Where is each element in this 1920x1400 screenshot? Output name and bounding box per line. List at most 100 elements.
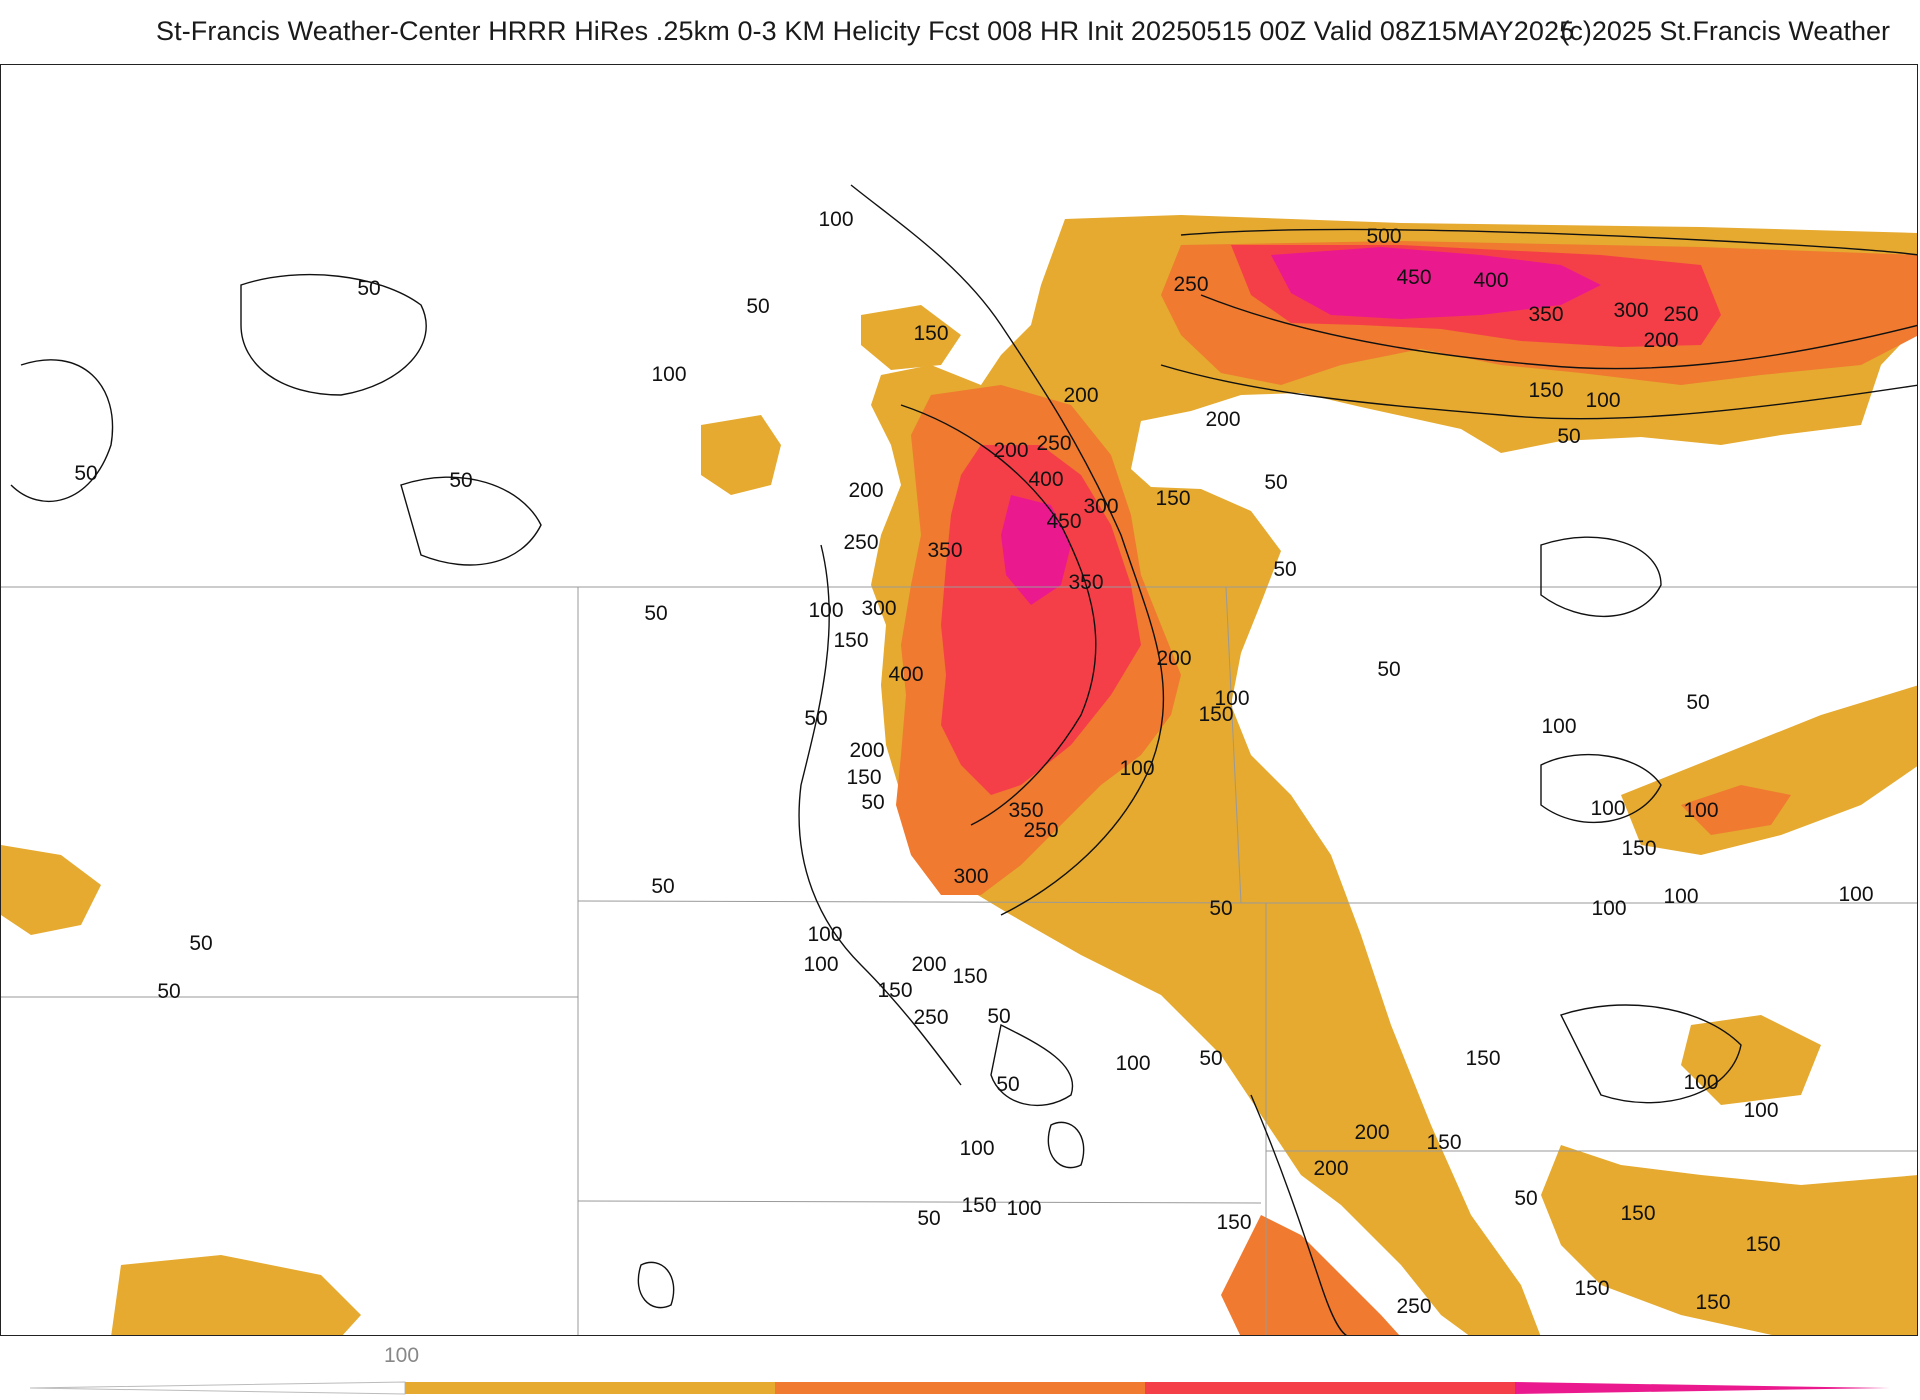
contour-value-label: 150 (1465, 1047, 1500, 1070)
contour-value-label: 200 (849, 739, 884, 762)
contour-value-label: 50 (651, 875, 674, 898)
legend-arrow-low (29, 1381, 406, 1395)
contour-value-label: 250 (913, 1006, 948, 1029)
legend-tick-label: 100 (384, 1344, 420, 1367)
contour-value-label: 350 (1528, 303, 1563, 326)
contour-value-label: 100 (803, 953, 838, 976)
helicity-band-100-southwest (111, 1255, 361, 1335)
contour-value-label: 100 (1590, 797, 1625, 820)
state-boundary (1225, 586, 1242, 904)
helicity-band-100-kansas (1271, 1005, 1361, 1105)
contour-value-label: 100 (818, 208, 853, 231)
contour-value-label: 50 (1273, 558, 1296, 581)
contour-value-label: 150 (961, 1194, 996, 1217)
helicity-contour (990, 1023, 1074, 1107)
contour-value-label: 100 (1591, 897, 1626, 920)
contour-value-label: 150 (1574, 1277, 1609, 1300)
title-bar: St-Francis Weather-Center HRRR HiRes .25… (0, 0, 1920, 64)
contour-value-label: 200 (1354, 1121, 1389, 1144)
contour-value-label: 200 (1205, 408, 1240, 431)
contour-value-label: 150 (833, 629, 868, 652)
contour-value-label: 100 (1683, 1071, 1718, 1094)
contour-value-label: 250 (1663, 303, 1698, 326)
helicity-contour (1160, 364, 1917, 420)
contour-value-label: 150 (1621, 837, 1656, 860)
contour-value-label: 150 (846, 766, 881, 789)
contour-value-label: 50 (74, 462, 97, 485)
helicity-contour (1200, 294, 1917, 370)
boundary-layer (1, 586, 1917, 1335)
contour-value-label: 100 (1214, 687, 1249, 710)
helicity-contour (1250, 1094, 1348, 1335)
contour-value-label: 400 (888, 663, 923, 686)
helicity-band-400-central (1001, 495, 1071, 605)
helicity-band-100-east (1621, 685, 1917, 855)
legend-arrow-high (1515, 1382, 1890, 1394)
contour-value-label: 50 (917, 1207, 940, 1230)
contour-value-label: 100 (808, 599, 843, 622)
contour-value-label: 100 (1119, 757, 1154, 780)
contour-value-label: 50 (746, 295, 769, 318)
contour-value-label: 150 (952, 965, 987, 988)
contour-value-label: 150 (1155, 487, 1190, 510)
contour-value-label: 50 (189, 932, 212, 955)
contour-value-label: 50 (1557, 425, 1580, 448)
contour-value-label: 200 (848, 479, 883, 502)
legend-swatch-150 (775, 1382, 1145, 1394)
helicity-band-150-east (1681, 785, 1791, 835)
contour-value-label: 50 (1264, 471, 1287, 494)
contour-value-label: 50 (1686, 691, 1709, 714)
contour-value-label: 100 (1743, 1099, 1778, 1122)
contour-value-label: 200 (1156, 647, 1191, 670)
contour-value-label: 150 (1216, 1211, 1251, 1234)
contour-value-label: 100 (959, 1137, 994, 1160)
contour-value-label: 150 (1745, 1233, 1780, 1256)
contour-value-label: 50 (644, 602, 667, 625)
contour-value-label: 250 (1396, 1295, 1431, 1318)
helicity-band-100-northwest (861, 305, 961, 370)
contour-value-label: 50 (1514, 1187, 1537, 1210)
contour-value-label: 300 (1613, 299, 1648, 322)
contour-value-label: 100 (651, 363, 686, 386)
contour-value-label: 150 (1528, 379, 1563, 402)
contour-value-label: 50 (861, 791, 884, 814)
helicity-band-100-far-west (1, 845, 101, 935)
contour-value-label: 50 (1377, 658, 1400, 681)
contour-value-label: 200 (1063, 384, 1098, 407)
contour-value-label: 150 (1198, 703, 1233, 726)
contour-value-label: 150 (1426, 1131, 1461, 1154)
contour-value-label: 100 (1115, 1052, 1150, 1075)
helicity-contour (850, 184, 1165, 916)
contour-value-label: 50 (1209, 897, 1232, 920)
helicity-contour (10, 359, 114, 502)
contour-value-label: 350 (927, 539, 962, 562)
color-legend: 100 (0, 1336, 1920, 1400)
contour-value-label: 50 (804, 707, 827, 730)
helicity-fill-layer (1, 215, 1917, 1335)
contour-value-label: 100 (1585, 389, 1620, 412)
contour-value-label: 150 (913, 322, 948, 345)
contour-value-label: 100 (1006, 1197, 1041, 1220)
contour-value-label: 50 (996, 1073, 1019, 1096)
copyright-notice: (c)2025 St.Francis Weather (1560, 16, 1890, 46)
contour-value-label: 50 (157, 980, 180, 1003)
legend-swatch-250 (1145, 1382, 1515, 1394)
contour-value-label: 450 (1396, 266, 1431, 289)
contour-value-label: 200 (1313, 1157, 1348, 1180)
map-title: St-Francis Weather-Center HRRR HiRes .25… (156, 16, 1575, 46)
contour-value-label: 50 (449, 469, 472, 492)
contour-value-label: 250 (843, 531, 878, 554)
helicity-contour (1540, 753, 1662, 824)
helicity-contour (1560, 1004, 1742, 1104)
map-frame: 100 50 50 150 100 50 50 200 250 350 100 300 50 150 400… (0, 64, 1918, 1336)
helicity-contour (1540, 536, 1662, 618)
helicity-contour (1180, 228, 1917, 256)
contour-value-label: 150 (1695, 1291, 1730, 1314)
contour-value-label: 300 (1083, 495, 1118, 518)
contour-value-label: 50 (357, 277, 380, 300)
contour-value-label: 400 (1473, 269, 1508, 292)
contour-value-label: 50 (987, 1005, 1010, 1028)
contour-value-label: 150 (1620, 1202, 1655, 1225)
contour-layer (10, 184, 1917, 1335)
